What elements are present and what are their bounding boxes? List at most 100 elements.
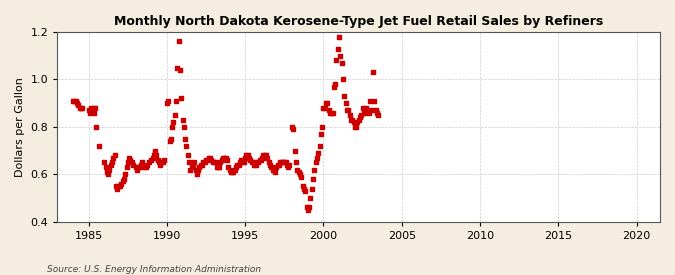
- Point: [259, 153, 270, 158]
- Point: [128, 163, 138, 167]
- Point: [373, 113, 383, 117]
- Point: [365, 98, 376, 103]
- Y-axis label: Dollars per Gallon: Dollars per Gallon: [15, 77, 25, 177]
- Point: [323, 108, 334, 112]
- Point: [310, 160, 321, 165]
- Point: [255, 158, 266, 162]
- Point: [148, 153, 159, 158]
- Point: [113, 184, 124, 188]
- Point: [107, 160, 117, 165]
- Point: [186, 165, 197, 169]
- Point: [205, 155, 215, 160]
- Point: [242, 153, 253, 158]
- Point: [265, 163, 275, 167]
- Point: [185, 167, 196, 172]
- Point: [223, 165, 234, 169]
- Point: [280, 160, 291, 165]
- Point: [200, 158, 211, 162]
- Point: [125, 158, 136, 162]
- Point: [271, 165, 282, 169]
- Point: [100, 165, 111, 169]
- Point: [245, 158, 256, 162]
- Point: [216, 158, 227, 162]
- Point: [122, 160, 133, 165]
- Point: [330, 82, 341, 86]
- Point: [153, 158, 163, 162]
- Point: [304, 205, 315, 210]
- Point: [343, 108, 354, 112]
- Point: [354, 115, 365, 120]
- Point: [219, 155, 230, 160]
- Point: [76, 106, 86, 110]
- Point: [370, 108, 381, 112]
- Point: [209, 160, 219, 165]
- Point: [171, 98, 182, 103]
- Point: [231, 165, 242, 169]
- Point: [364, 110, 375, 115]
- Point: [292, 167, 302, 172]
- Point: [317, 125, 327, 129]
- Point: [91, 125, 102, 129]
- Point: [87, 106, 98, 110]
- Point: [74, 106, 85, 110]
- Point: [250, 163, 261, 167]
- Point: [146, 158, 157, 162]
- Point: [124, 155, 134, 160]
- Point: [77, 106, 88, 110]
- Point: [327, 110, 338, 115]
- Point: [291, 160, 302, 165]
- Point: [190, 167, 201, 172]
- Point: [321, 101, 331, 105]
- Point: [140, 165, 151, 169]
- Point: [132, 167, 142, 172]
- Point: [137, 160, 148, 165]
- Point: [178, 125, 189, 129]
- Point: [235, 160, 246, 165]
- Point: [368, 70, 379, 75]
- Point: [207, 160, 218, 165]
- Point: [73, 103, 84, 108]
- Point: [224, 167, 235, 172]
- Point: [134, 165, 145, 169]
- Point: [68, 98, 78, 103]
- Point: [309, 167, 320, 172]
- Point: [90, 106, 101, 110]
- Point: [352, 120, 363, 124]
- Point: [241, 153, 252, 158]
- Point: [118, 177, 129, 181]
- Point: [150, 148, 161, 153]
- Point: [165, 136, 176, 141]
- Point: [315, 132, 326, 136]
- Point: [344, 113, 355, 117]
- Point: [350, 125, 360, 129]
- Point: [233, 163, 244, 167]
- Point: [130, 165, 141, 169]
- Point: [244, 155, 254, 160]
- Point: [294, 170, 304, 174]
- Point: [261, 153, 271, 158]
- Point: [203, 155, 214, 160]
- Point: [338, 77, 348, 82]
- Point: [358, 108, 369, 112]
- Point: [172, 65, 183, 70]
- Point: [116, 182, 127, 186]
- Point: [105, 163, 116, 167]
- Point: [192, 172, 202, 177]
- Point: [180, 136, 190, 141]
- Point: [266, 165, 277, 169]
- Point: [333, 34, 344, 39]
- Point: [329, 84, 340, 89]
- Point: [143, 160, 154, 165]
- Point: [194, 165, 205, 169]
- Point: [119, 172, 130, 177]
- Title: Monthly North Dakota Kerosene-Type Jet Fuel Retail Sales by Refiners: Monthly North Dakota Kerosene-Type Jet F…: [114, 15, 603, 28]
- Point: [232, 163, 243, 167]
- Point: [220, 155, 231, 160]
- Point: [196, 163, 207, 167]
- Point: [297, 184, 308, 188]
- Point: [157, 160, 168, 165]
- Point: [281, 163, 292, 167]
- Point: [279, 160, 290, 165]
- Point: [181, 144, 192, 148]
- Point: [159, 158, 169, 162]
